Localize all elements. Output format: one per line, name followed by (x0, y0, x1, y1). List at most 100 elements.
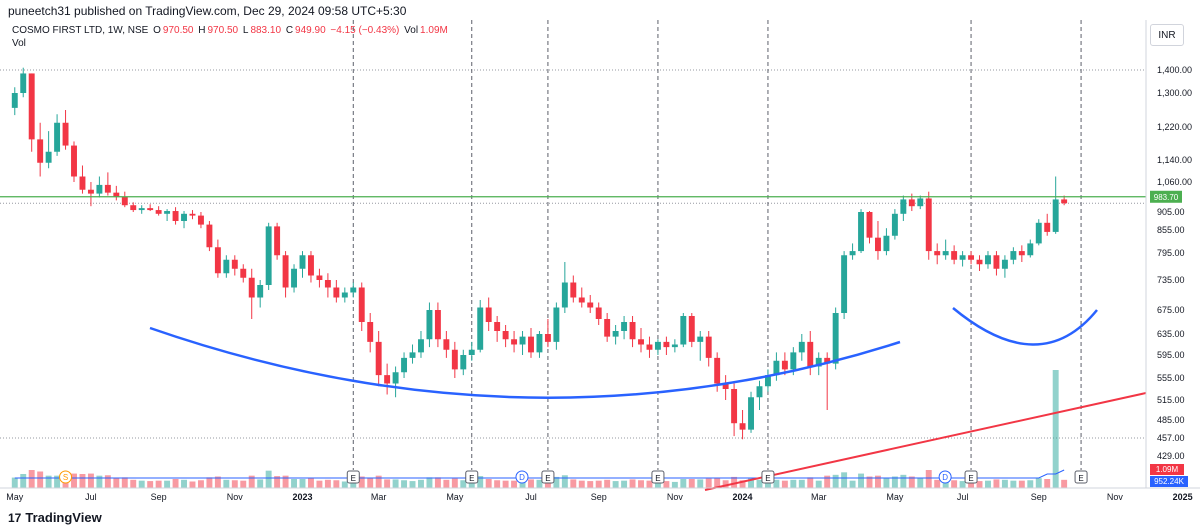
volume-bar (460, 480, 467, 488)
volume-bar (612, 481, 619, 488)
candle-body (11, 93, 18, 108)
candle-body (434, 310, 441, 340)
candle-body (45, 151, 52, 163)
price-tick-label: 905.00 (1157, 207, 1185, 217)
price-tick-label: 635.00 (1157, 329, 1185, 339)
candle-body (477, 307, 484, 350)
volume-bar (519, 480, 526, 488)
volume-bar (485, 479, 492, 488)
candle-body (274, 226, 281, 256)
candle-body (418, 339, 424, 353)
volume-bar (477, 476, 484, 488)
volume-legend[interactable]: Vol (12, 38, 26, 49)
earnings-marker-label: E (765, 474, 770, 483)
symbol-legend: COSMO FIRST LTD, 1W, NSE O 970.50 H 970.50… (12, 25, 450, 36)
earnings-marker-label: E (655, 474, 660, 483)
earnings-marker-label: E (351, 474, 356, 483)
candle-body (1001, 259, 1008, 269)
volume-bar (240, 480, 247, 488)
volume-bar (189, 481, 196, 488)
volume-bar (333, 480, 340, 488)
candle-body (494, 322, 501, 331)
candle-body (629, 322, 636, 340)
handle-curve (952, 307, 1098, 346)
volume-bar (214, 476, 221, 488)
candle-body (206, 224, 213, 248)
candle-body (324, 280, 331, 288)
low-label: L (242, 25, 249, 36)
volume-bar (257, 479, 264, 488)
symbol-name[interactable]: COSMO FIRST LTD, 1W, NSE (12, 25, 149, 36)
volume-bar (697, 479, 704, 488)
volume-bar (96, 475, 103, 488)
tradingview-footer[interactable]: 17 TradingView (8, 510, 102, 525)
candle-body (824, 357, 831, 364)
price-tick-label: 1,300.00 (1157, 88, 1192, 98)
candle-body (1044, 222, 1051, 232)
candle-body (358, 287, 365, 322)
volume-bar (316, 480, 323, 488)
time-tick-label: Nov (1107, 492, 1124, 502)
volume-bar (197, 480, 204, 488)
volume-bar (113, 477, 120, 488)
volume-bar (1044, 479, 1051, 488)
candle-body (291, 268, 298, 288)
trend-line (704, 392, 1147, 491)
volume-bar (587, 481, 594, 488)
price-tick-label: 1,220.00 (1157, 122, 1192, 132)
volume-bar (350, 481, 357, 488)
candle-body (181, 213, 187, 221)
volume-bar (164, 480, 171, 488)
candle-body (604, 319, 611, 337)
candle-body (654, 341, 661, 350)
earnings-marker-icon (964, 470, 978, 484)
candle-body (553, 307, 560, 342)
volume-bar (206, 477, 213, 488)
volume-bar (265, 470, 272, 488)
volume-bar (781, 480, 788, 488)
candle-body (875, 237, 881, 252)
split-marker-icon (59, 470, 73, 484)
candle-body (671, 344, 678, 348)
candle-body (308, 255, 314, 276)
candle-body (214, 247, 221, 274)
volume-bar (274, 476, 281, 488)
candle-body (942, 251, 949, 256)
volume-bar (942, 479, 949, 488)
candle-body (1018, 251, 1025, 256)
candle-body (426, 310, 433, 340)
volume-bar (680, 479, 687, 488)
candles-layer (11, 67, 1068, 440)
price-tick-label: 795.00 (1157, 248, 1185, 258)
volume-bar (714, 478, 721, 488)
time-tick-label: May (6, 492, 24, 502)
candle-body (443, 339, 450, 350)
candle-body (621, 322, 628, 331)
candle-body (367, 322, 374, 342)
dividend-marker-label: D (519, 473, 525, 482)
currency-button[interactable]: INR (1150, 24, 1184, 46)
volume-bar (866, 476, 873, 488)
tradingview-logo-icon: 17 (8, 510, 22, 525)
volume-bar (756, 479, 763, 488)
candle-body (536, 334, 543, 353)
volume-bar (409, 481, 416, 488)
candle-body (257, 285, 264, 298)
candle-body (138, 208, 145, 211)
volume-bar (824, 475, 831, 488)
volume-bar (900, 474, 907, 488)
price-tick-label: 855.00 (1157, 225, 1185, 235)
candle-body (265, 226, 272, 285)
dividend-marker-icon (515, 470, 529, 484)
candle-body (485, 307, 492, 322)
volume-bar (121, 477, 128, 488)
candle-body (375, 341, 382, 376)
volume-bar (494, 480, 501, 488)
volume-bar (544, 479, 551, 488)
candle-body (705, 336, 712, 358)
volume-bar (621, 480, 628, 488)
candle-body (71, 145, 77, 177)
candle-body (908, 199, 915, 207)
candle-body (1061, 199, 1068, 204)
